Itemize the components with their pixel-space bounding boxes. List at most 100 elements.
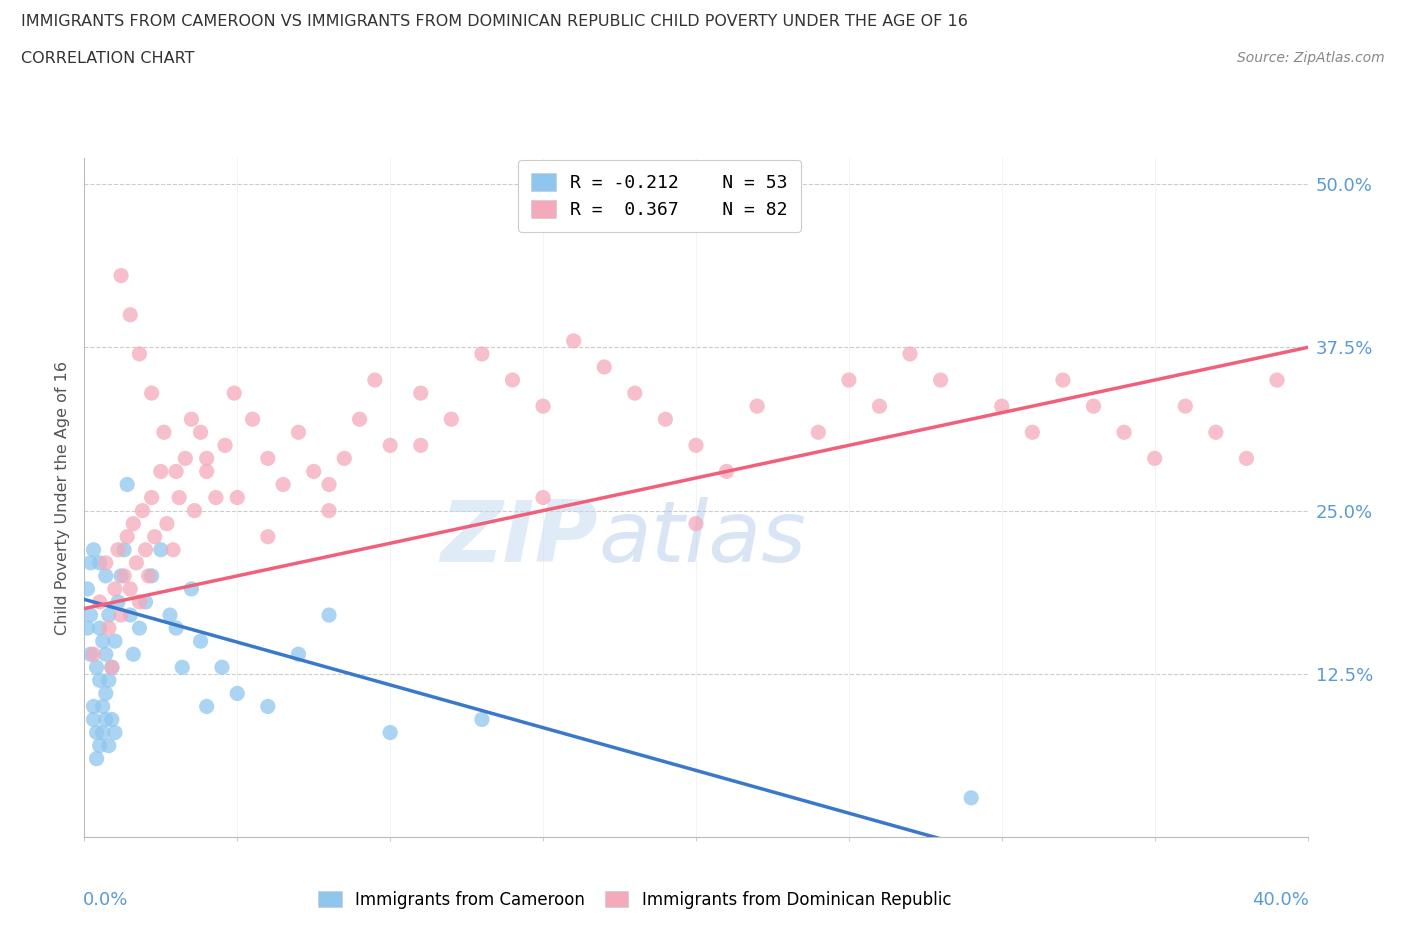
Point [125, 555, 148, 570]
Point [409, 438, 432, 453]
Point [898, 347, 921, 362]
Point [143, 529, 166, 544]
Point [531, 490, 554, 505]
Point [131, 503, 153, 518]
Point [101, 660, 124, 675]
Point [107, 542, 129, 557]
Point [79, 555, 101, 570]
Point [257, 699, 280, 714]
Point [195, 699, 218, 714]
Point [76, 620, 98, 635]
Text: ZIP: ZIP [440, 497, 598, 579]
Point [156, 516, 179, 531]
Point [807, 425, 830, 440]
Point [183, 503, 205, 518]
Point [211, 660, 233, 675]
Point [153, 425, 176, 440]
Point [91, 725, 114, 740]
Point [128, 620, 150, 635]
Point [172, 660, 194, 675]
Point [104, 633, 127, 648]
Point [79, 646, 101, 661]
Point [165, 620, 187, 635]
Point [120, 607, 142, 622]
Point [115, 529, 138, 544]
Point [1143, 451, 1166, 466]
Point [302, 464, 325, 479]
Point [165, 464, 187, 479]
Point [593, 360, 616, 375]
Point [471, 347, 494, 362]
Point [86, 725, 108, 740]
Point [112, 542, 135, 557]
Point [685, 516, 707, 531]
Point [110, 268, 132, 283]
Point [101, 712, 124, 727]
Point [89, 673, 111, 688]
Point [110, 607, 132, 622]
Point [110, 568, 132, 583]
Point [333, 451, 356, 466]
Point [409, 386, 432, 401]
Point [318, 503, 340, 518]
Point [180, 581, 202, 596]
Point [471, 712, 494, 727]
Point [94, 568, 117, 583]
Point [195, 451, 218, 466]
Point [1174, 399, 1197, 414]
Point [1021, 425, 1043, 440]
Text: Source: ZipAtlas.com: Source: ZipAtlas.com [1237, 51, 1385, 65]
Point [562, 334, 585, 349]
Point [135, 542, 157, 557]
Point [180, 412, 202, 427]
Point [94, 646, 117, 661]
Point [97, 673, 120, 688]
Point [869, 399, 891, 414]
Point [149, 542, 172, 557]
Point [107, 594, 129, 609]
Point [94, 712, 117, 727]
Point [112, 568, 135, 583]
Point [716, 464, 738, 479]
Point [79, 607, 101, 622]
Point [94, 555, 117, 570]
Point [624, 386, 647, 401]
Point [1052, 373, 1074, 388]
Y-axis label: Child Poverty Under the Age of 16: Child Poverty Under the Age of 16 [55, 361, 70, 634]
Point [195, 464, 218, 479]
Point [318, 477, 340, 492]
Point [838, 373, 860, 388]
Point [89, 594, 111, 609]
Legend: Immigrants from Cameroon, Immigrants from Dominican Republic: Immigrants from Cameroon, Immigrants fro… [311, 883, 959, 917]
Point [141, 568, 163, 583]
Point [167, 490, 190, 505]
Point [991, 399, 1014, 414]
Point [120, 307, 142, 322]
Text: 40.0%: 40.0% [1251, 891, 1309, 910]
Point [122, 516, 145, 531]
Point [94, 686, 117, 701]
Point [104, 725, 127, 740]
Point [135, 594, 157, 609]
Point [242, 412, 264, 427]
Point [929, 373, 952, 388]
Point [138, 568, 160, 583]
Point [83, 699, 105, 714]
Point [91, 633, 114, 648]
Point [257, 451, 280, 466]
Point [1114, 425, 1136, 440]
Text: IMMIGRANTS FROM CAMEROON VS IMMIGRANTS FROM DOMINICAN REPUBLIC CHILD POVERTY UND: IMMIGRANTS FROM CAMEROON VS IMMIGRANTS F… [21, 14, 967, 29]
Point [76, 581, 98, 596]
Point [654, 412, 676, 427]
Point [89, 620, 111, 635]
Point [149, 464, 172, 479]
Point [1265, 373, 1288, 388]
Point [190, 425, 212, 440]
Point [380, 725, 402, 740]
Point [97, 620, 120, 635]
Point [91, 699, 114, 714]
Point [380, 438, 402, 453]
Point [257, 529, 280, 544]
Point [89, 738, 111, 753]
Point [224, 386, 246, 401]
